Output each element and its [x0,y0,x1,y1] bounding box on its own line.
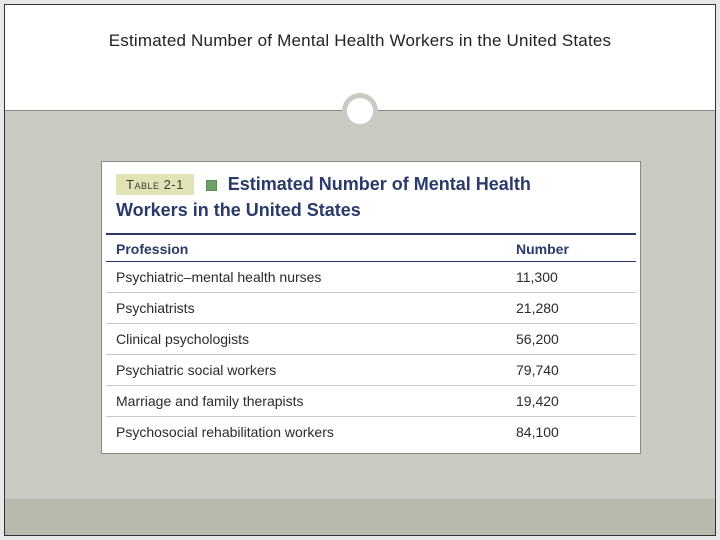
ring-ornament-icon [342,93,378,129]
col-header-number: Number [516,241,626,257]
cell-profession: Psychiatric social workers [116,362,516,378]
table-body: Psychiatric–mental health nurses 11,300 … [106,262,636,447]
cell-number: 11,300 [516,269,626,285]
cell-profession: Marriage and family therapists [116,393,516,409]
table-row: Marriage and family therapists 19,420 [106,386,636,417]
table-row: Psychiatrists 21,280 [106,293,636,324]
square-bullet-icon [206,180,217,191]
table-title-line1: Estimated Number of Mental Health [228,174,531,194]
table-card: Table 2-1 Estimated Number of Mental Hea… [101,161,641,454]
cell-profession: Psychosocial rehabilitation workers [116,424,516,440]
cell-profession: Psychiatric–mental health nurses [116,269,516,285]
table-title-block: Table 2-1 Estimated Number of Mental Hea… [106,166,636,235]
table-row: Psychosocial rehabilitation workers 84,1… [106,417,636,447]
cell-number: 84,100 [516,424,626,440]
col-header-profession: Profession [116,241,516,257]
table-title-line2: Workers in the United States [116,198,626,222]
footer-band [5,499,715,535]
table-row: Psychiatric–mental health nurses 11,300 [106,262,636,293]
slide: Estimated Number of Mental Health Worker… [4,4,716,536]
cell-profession: Psychiatrists [116,300,516,316]
slide-title: Estimated Number of Mental Health Worker… [5,31,715,51]
cell-profession: Clinical psychologists [116,331,516,347]
table-header-row: Profession Number [106,235,636,262]
cell-number: 79,740 [516,362,626,378]
cell-number: 21,280 [516,300,626,316]
table-row: Clinical psychologists 56,200 [106,324,636,355]
table-badge: Table 2-1 [116,174,194,195]
cell-number: 19,420 [516,393,626,409]
cell-number: 56,200 [516,331,626,347]
table-row: Psychiatric social workers 79,740 [106,355,636,386]
